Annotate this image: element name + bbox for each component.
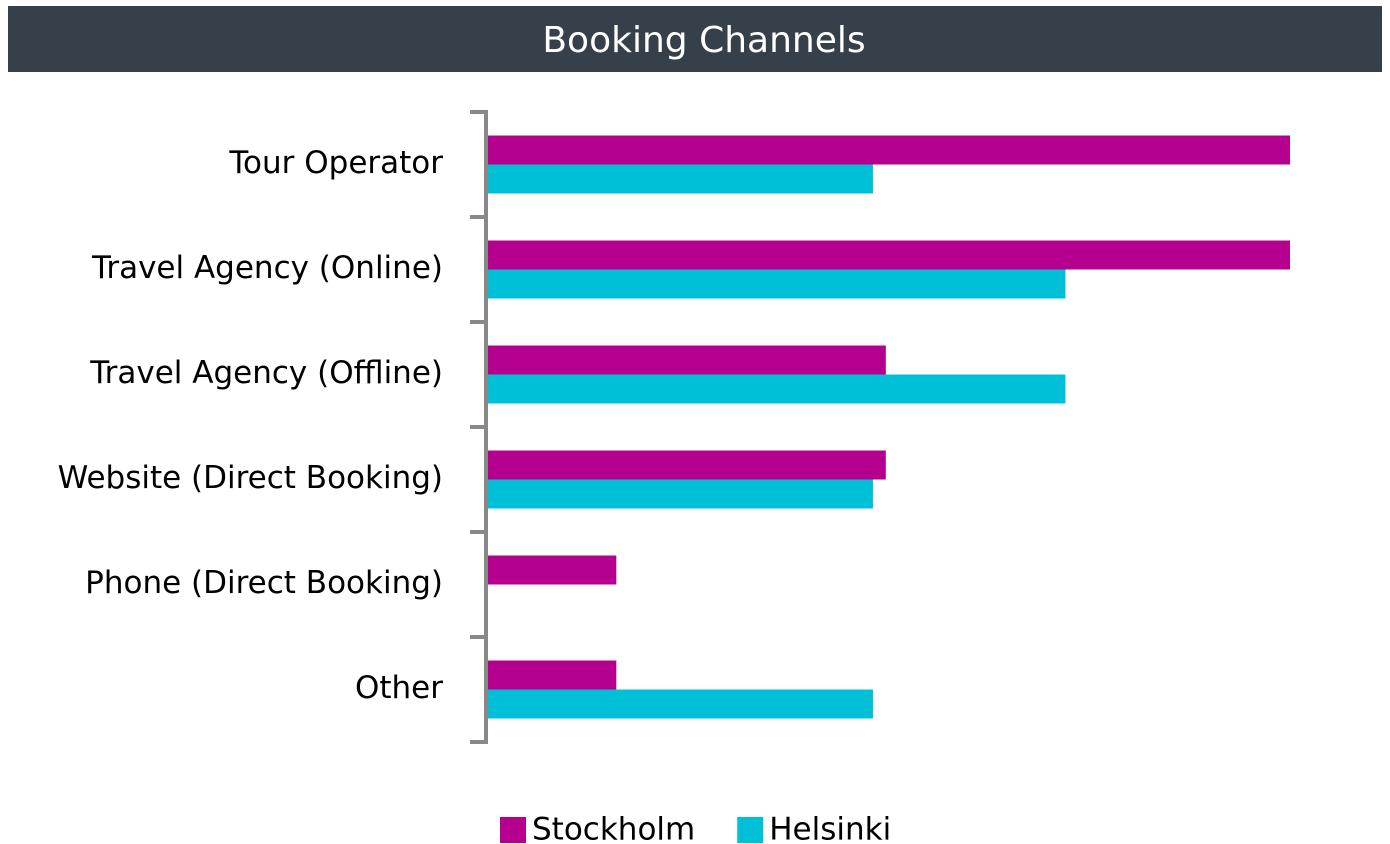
y-tick-label: Travel Agency (Offline) [89,355,443,391]
y-tick-label: Other [355,670,443,706]
bar [488,164,873,194]
bar [488,345,886,375]
legend-label: Helsinki [769,812,891,844]
bar [488,135,1290,165]
legend-swatch [500,817,526,843]
bar [488,479,873,509]
bar [488,660,617,690]
y-tick-label: Travel Agency (Online) [91,250,443,286]
bar [488,689,873,719]
bar [488,269,1066,299]
title-bar [8,6,1382,72]
legend-label: Stockholm [532,812,695,844]
bar [488,450,886,480]
legend-swatch [737,817,764,843]
y-tick-label: Phone (Direct Booking) [85,565,443,601]
bar [488,555,617,585]
chart-title: Booking Channels [542,20,865,61]
y-tick-label: Website (Direct Booking) [58,460,443,496]
bar [488,240,1290,270]
y-tick-label: Tour Operator [228,145,443,181]
bar [488,374,1066,404]
